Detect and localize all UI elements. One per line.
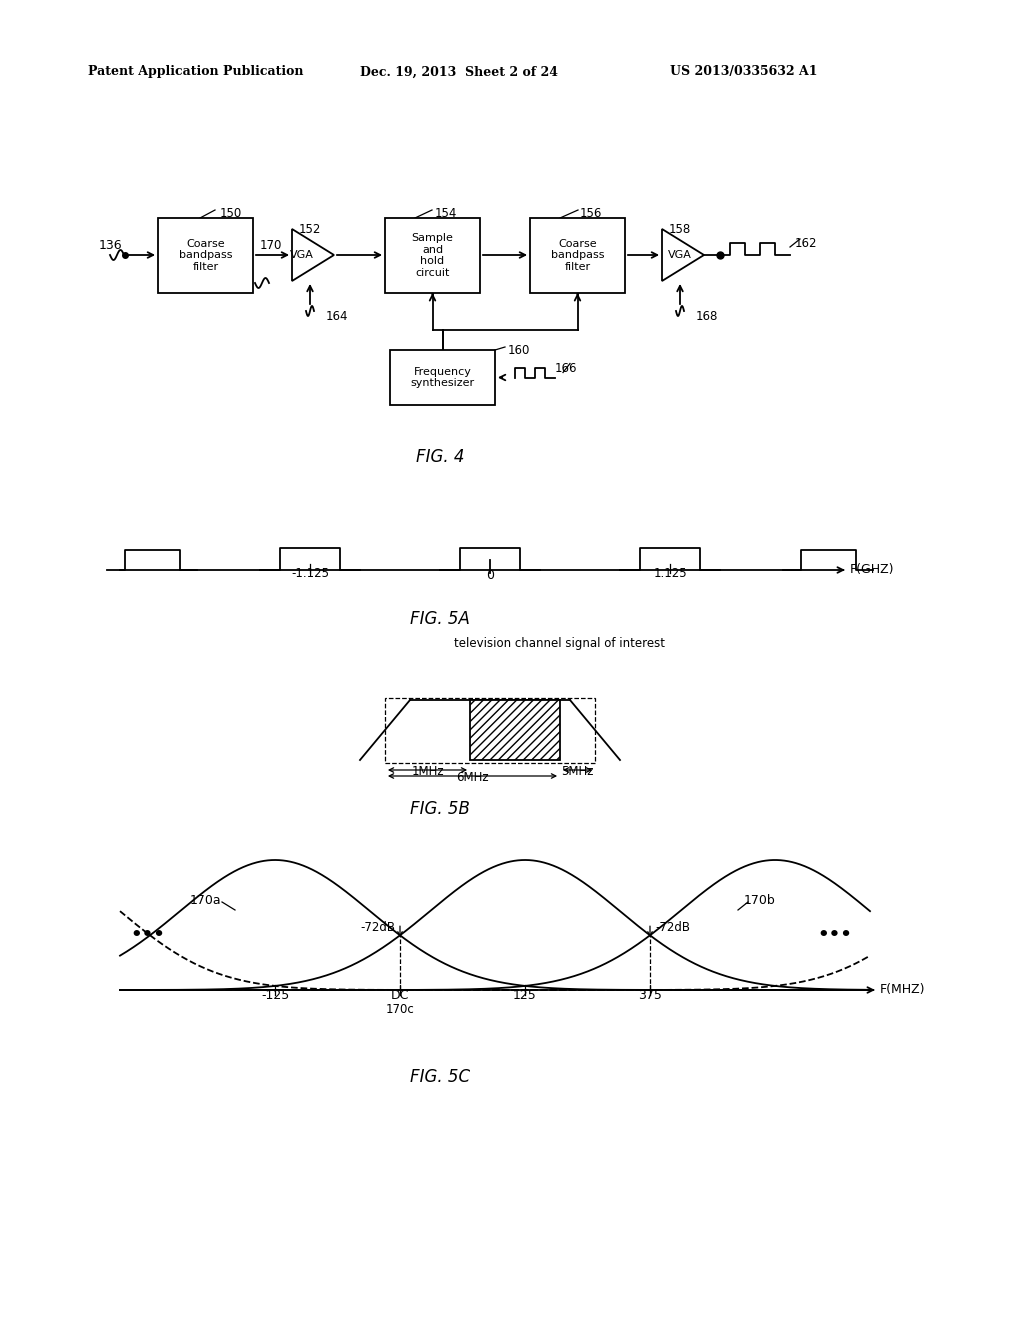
Text: DC: DC <box>391 989 410 1002</box>
Text: 162: 162 <box>795 238 817 249</box>
Text: 170b: 170b <box>744 894 776 907</box>
Bar <box>390 350 495 405</box>
Text: 6MHz: 6MHz <box>456 771 488 784</box>
Text: VGA: VGA <box>290 249 314 260</box>
Text: Frequency
synthesizer: Frequency synthesizer <box>411 367 474 388</box>
Text: FIG. 5C: FIG. 5C <box>410 1068 470 1086</box>
Text: 136: 136 <box>98 239 122 252</box>
Text: Coarse
bandpass
filter: Coarse bandpass filter <box>179 239 232 272</box>
Text: -1.125: -1.125 <box>291 568 329 579</box>
Polygon shape <box>292 228 334 281</box>
Text: FIG. 5B: FIG. 5B <box>410 800 470 818</box>
Text: US 2013/0335632 A1: US 2013/0335632 A1 <box>670 66 817 78</box>
Text: 152: 152 <box>299 223 322 236</box>
Text: television channel signal of interest: television channel signal of interest <box>455 638 666 649</box>
Text: 168: 168 <box>696 310 719 323</box>
Text: 0: 0 <box>486 569 494 582</box>
Text: 1MHz: 1MHz <box>412 766 443 777</box>
Text: 160: 160 <box>508 345 530 356</box>
Bar <box>530 218 625 293</box>
Text: 158: 158 <box>669 223 691 236</box>
Text: 150: 150 <box>220 207 243 220</box>
Text: 5MHz: 5MHz <box>561 766 594 777</box>
Text: 1.125: 1.125 <box>653 568 687 579</box>
Text: F(GHZ): F(GHZ) <box>850 564 895 577</box>
Text: Coarse
bandpass
filter: Coarse bandpass filter <box>551 239 604 272</box>
Text: •••: ••• <box>131 927 166 944</box>
Text: 154: 154 <box>435 207 458 220</box>
Text: F(MHZ): F(MHZ) <box>880 983 926 997</box>
Text: 170a: 170a <box>189 894 221 907</box>
Text: •••: ••• <box>817 927 852 944</box>
Bar <box>470 700 560 760</box>
Text: FIG. 4: FIG. 4 <box>416 447 464 466</box>
Text: -72dB: -72dB <box>360 921 395 935</box>
Text: 170c: 170c <box>386 1003 415 1016</box>
Bar <box>385 218 480 293</box>
Text: Dec. 19, 2013  Sheet 2 of 24: Dec. 19, 2013 Sheet 2 of 24 <box>360 66 558 78</box>
Text: 156: 156 <box>580 207 602 220</box>
Text: 125: 125 <box>513 989 537 1002</box>
Text: 375: 375 <box>638 989 662 1002</box>
Text: FIG. 5A: FIG. 5A <box>410 610 470 628</box>
Text: 166: 166 <box>555 362 578 375</box>
Bar <box>385 698 595 763</box>
Text: Sample
and
hold
circuit: Sample and hold circuit <box>412 234 454 279</box>
Text: VGA: VGA <box>668 249 692 260</box>
Text: -72dB: -72dB <box>655 921 690 935</box>
Polygon shape <box>662 228 705 281</box>
Text: 164: 164 <box>326 310 348 323</box>
Bar <box>158 218 253 293</box>
Text: 170: 170 <box>260 239 283 252</box>
Text: Patent Application Publication: Patent Application Publication <box>88 66 303 78</box>
Text: -125: -125 <box>261 989 289 1002</box>
